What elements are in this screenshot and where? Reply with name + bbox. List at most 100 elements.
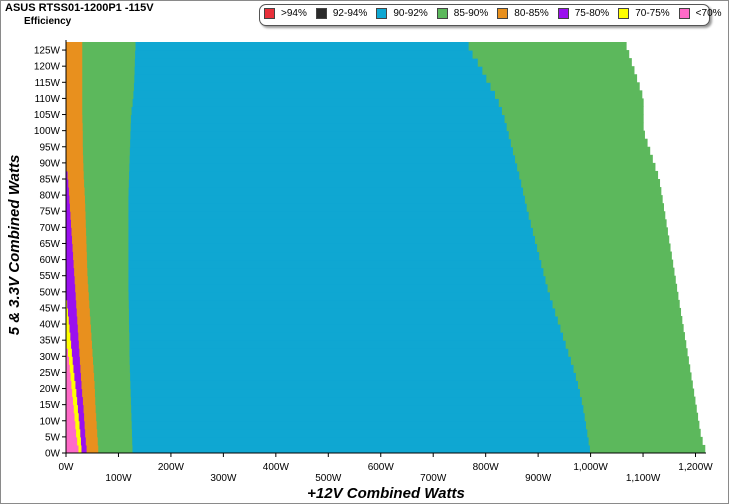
band-green [92, 348, 131, 357]
band-blue [129, 154, 516, 164]
band-purple [66, 227, 73, 236]
band-orange [80, 372, 95, 381]
band-green [88, 291, 130, 301]
band-orange [69, 195, 86, 204]
band-orange [78, 340, 93, 349]
band-orange [82, 396, 96, 406]
band-blue [128, 299, 554, 309]
band-green [82, 74, 135, 83]
band-pink [66, 420, 76, 430]
band-yellow [72, 388, 77, 398]
y-tick-label: 10W [39, 416, 60, 427]
band-green [91, 332, 130, 341]
y-tick-label: 20W [39, 384, 60, 395]
x-tick-label: 0W [59, 462, 75, 473]
band-blue [133, 82, 492, 91]
band-green [82, 98, 134, 107]
band-purple [66, 195, 71, 204]
band-blue [131, 428, 588, 438]
band-blue [130, 396, 583, 406]
band-orange [66, 42, 83, 51]
chart-axes [65, 40, 706, 454]
y-tick-label: 120W [34, 62, 61, 73]
band-orange [73, 259, 88, 269]
band-purple [66, 235, 73, 244]
band-purple [71, 340, 80, 349]
y-tick-label: 60W [39, 255, 60, 266]
band-blue [128, 187, 524, 196]
band-orange [72, 243, 88, 253]
band-green [588, 436, 703, 446]
y-tick-label: 40W [39, 320, 60, 331]
band-pink [66, 444, 80, 454]
band-pink [66, 396, 74, 406]
band-orange [66, 130, 84, 140]
legend-swatch [618, 8, 630, 19]
band-green [508, 130, 645, 140]
band-purple [66, 170, 69, 180]
y-tick-label: 125W [34, 46, 61, 57]
band-purple [68, 316, 78, 325]
y-tick-label: 15W [39, 400, 60, 411]
band-purple [72, 356, 81, 365]
band-yellow [77, 436, 82, 446]
band-blue [128, 235, 536, 244]
legend-swatch [264, 8, 275, 19]
band-green [541, 259, 674, 269]
band-blue [128, 195, 526, 204]
band-purple [66, 187, 70, 196]
band-purple [66, 219, 72, 228]
band-pink [66, 428, 77, 438]
y-tick-label: 90W [39, 158, 60, 169]
band-orange [66, 106, 83, 116]
chart-title: ASUS RTSS01-1200P1 -115V [5, 2, 154, 14]
band-blue [132, 98, 500, 107]
band-orange [68, 187, 86, 196]
legend-label: 92-94% [332, 8, 368, 19]
band-orange [66, 98, 83, 107]
band-pink [66, 348, 69, 357]
legend-item: 70-75% [618, 8, 670, 19]
band-orange [66, 90, 83, 99]
x-tick-label: 600W [368, 462, 395, 473]
band-green [537, 243, 671, 253]
band-green [555, 307, 682, 317]
band-blue [131, 412, 586, 422]
band-orange [66, 114, 83, 124]
band-green [490, 82, 640, 91]
band-green [84, 179, 130, 188]
y-tick-label: 80W [39, 191, 60, 202]
band-purple [67, 307, 78, 317]
band-blue [129, 340, 567, 349]
band-blue [134, 58, 479, 67]
band-purple [77, 396, 84, 406]
band-green [501, 106, 644, 116]
band-purple [71, 348, 80, 357]
band-blue [130, 138, 512, 148]
y-tick-label: 75W [39, 207, 60, 218]
legend-label: 90-92% [393, 8, 428, 19]
y-tick-label: 70W [39, 223, 60, 234]
x-tick-label: 1,100W [626, 473, 661, 484]
band-orange [77, 324, 92, 333]
band-blue [128, 307, 556, 317]
x-tick-label: 100W [105, 473, 132, 484]
band-blue [135, 42, 470, 51]
band-green [583, 404, 697, 414]
band-blue [128, 211, 530, 220]
x-tick-label: 300W [210, 473, 237, 484]
x-tick-label: 400W [263, 462, 290, 473]
legend-item: 90-92% [376, 8, 428, 19]
band-green [84, 187, 130, 196]
band-blue [130, 130, 510, 140]
band-green [504, 114, 644, 124]
band-orange [77, 316, 91, 325]
band-blue [131, 420, 587, 430]
band-green [90, 316, 130, 325]
band-green [486, 74, 638, 83]
band-purple [69, 324, 79, 333]
band-yellow [70, 372, 75, 381]
band-yellow [66, 340, 72, 349]
y-tick-label: 105W [34, 110, 61, 121]
band-green [94, 372, 131, 381]
